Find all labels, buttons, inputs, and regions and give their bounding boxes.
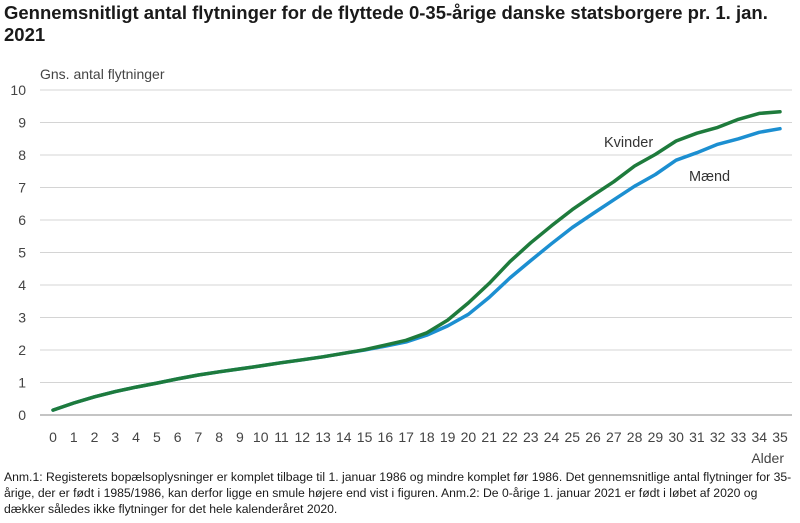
- x-tick-label: 34: [751, 429, 767, 445]
- y-tick-label: 8: [18, 147, 26, 163]
- series-line-maend: [51, 126, 782, 412]
- y-tick-label: 7: [18, 180, 26, 196]
- x-tick-label: 19: [440, 429, 456, 445]
- x-axis-label: Alder: [751, 450, 784, 466]
- x-tick-label: 9: [236, 429, 244, 445]
- x-tick-label: 30: [668, 429, 684, 445]
- y-tick-label: 10: [10, 82, 26, 98]
- x-tick-label: 8: [215, 429, 223, 445]
- x-tick-label: 20: [461, 429, 477, 445]
- series-label-maend: Mænd: [689, 169, 730, 185]
- x-tick-label: 12: [294, 429, 310, 445]
- x-tick-label: 27: [606, 429, 622, 445]
- x-tick-label: 10: [253, 429, 269, 445]
- x-tick-label: 13: [315, 429, 331, 445]
- y-tick-labels: 0 1 2 3 4 5 6 7 8 9 10: [10, 82, 26, 423]
- x-tick-label: 31: [689, 429, 705, 445]
- y-tick-label: 0: [18, 407, 26, 423]
- series-lines: [51, 110, 782, 412]
- gridlines: [40, 89, 792, 383]
- series-line-kvinder: [51, 110, 782, 412]
- y-tick-label: 3: [18, 310, 26, 326]
- chart-title: Gennemsnitligt antal flytninger for de f…: [4, 2, 768, 45]
- footnote: Anm.1: Registerets bopælsoplysninger er …: [4, 469, 796, 517]
- x-tick-label: 18: [419, 429, 435, 445]
- y-tick-label: 4: [18, 277, 26, 293]
- x-tick-label: 0: [49, 429, 57, 445]
- x-tick-label: 22: [502, 429, 518, 445]
- y-tick-label: 1: [18, 375, 26, 391]
- x-tick-label: 33: [731, 429, 747, 445]
- x-tick-label: 6: [174, 429, 182, 445]
- x-tick-label: 15: [357, 429, 373, 445]
- x-tick-label: 32: [710, 429, 726, 445]
- x-tick-label: 14: [336, 429, 352, 445]
- footnote-anm2: Anm.2: De 0-årige 1. januar 2021 er født…: [4, 486, 758, 516]
- x-tick-label: 16: [378, 429, 394, 445]
- x-tick-label: 17: [398, 429, 414, 445]
- x-tick-label: 23: [523, 429, 539, 445]
- x-tick-label: 4: [132, 429, 140, 445]
- y-axis-label: Gns. antal flytninger: [40, 66, 165, 82]
- x-tick-label: 5: [153, 429, 161, 445]
- y-tick-label: 9: [18, 115, 26, 131]
- x-tick-label: 24: [544, 429, 560, 445]
- y-tick-label: 2: [18, 342, 26, 358]
- y-tick-label: 5: [18, 245, 26, 261]
- x-tick-label: 21: [481, 429, 497, 445]
- y-tick-label: 6: [18, 212, 26, 228]
- x-tick-labels: 0 1 2 3 4 5 6 7 8 9 10 11 12 13 14 15 16 17 18 19 20 21 22 23 24…: [49, 429, 788, 445]
- x-tick-label: 1: [70, 429, 78, 445]
- x-tick-label: 29: [648, 429, 664, 445]
- series-label-kvinder: Kvinder: [604, 135, 653, 151]
- x-tick-label: 28: [627, 429, 643, 445]
- x-tick-label: 26: [585, 429, 601, 445]
- footnote-anm1: Anm.1: Registerets bopælsoplysninger er …: [4, 470, 792, 500]
- x-tick-label: 11: [274, 429, 289, 445]
- x-tick-label: 35: [772, 429, 788, 445]
- x-tick-label: 2: [91, 429, 99, 445]
- x-tick-label: 25: [564, 429, 580, 445]
- x-tick-label: 7: [195, 429, 203, 445]
- x-tick-label: 3: [111, 429, 119, 445]
